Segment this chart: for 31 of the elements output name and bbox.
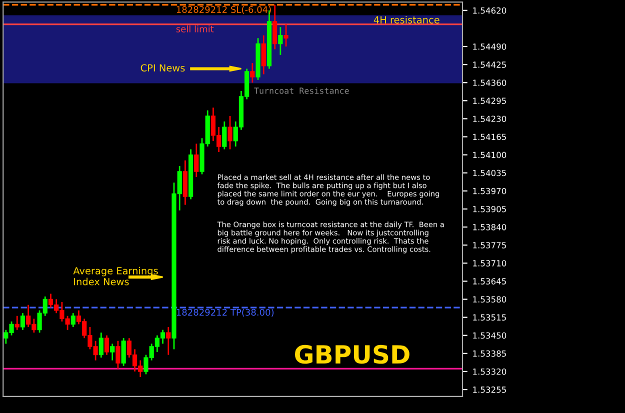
y-tick-label: 1.54100: [473, 152, 506, 158]
annotation: CPI News: [140, 64, 185, 72]
candlestick: [228, 115, 232, 150]
y-tick-label: 1.53905: [473, 206, 506, 212]
y-tick-label: 1.53645: [473, 278, 506, 284]
y-tick-label: 1.53970: [473, 188, 506, 194]
y-tick-label: 1.54490: [473, 43, 506, 50]
y-tick-label: 1.53515: [473, 314, 506, 321]
text: GBPUSD: [294, 344, 410, 364]
y-tick-label: 1.53385: [473, 350, 506, 357]
ref-line-label: 182829212 TP(38.00): [176, 308, 274, 317]
y-tick-label: 1.53450: [473, 332, 506, 339]
y-tick-label: 1.53775: [473, 242, 506, 248]
y-tick-label: 1.54035: [473, 170, 506, 176]
y-tick-label: 1.53580: [473, 296, 506, 303]
y-tick-label: 1.53710: [473, 260, 506, 266]
y-tick-label: 1.54620: [473, 7, 506, 14]
band-label: 4H resistance: [374, 16, 440, 24]
y-tick-label: 1.53255: [473, 386, 506, 393]
y-tick-label: 1.54230: [473, 116, 506, 122]
ref-line-label: 182829212 SL(-6.04): [176, 6, 271, 14]
ref-line-label: sell limit: [176, 25, 214, 32]
y-tick-label: 1.54165: [473, 134, 506, 140]
y-tick-label: 1.54425: [473, 62, 506, 68]
y-tick-label: 1.53320: [473, 368, 506, 375]
y-tick-label: 1.53840: [473, 224, 506, 230]
y-tick-label: 1.54295: [473, 98, 506, 104]
y-tick-label: 1.54360: [473, 80, 506, 86]
annotation: Turncoat Resistance: [254, 87, 349, 94]
candlestick: [284, 24, 288, 48]
annotation: Average Earnings Index News: [73, 266, 158, 286]
